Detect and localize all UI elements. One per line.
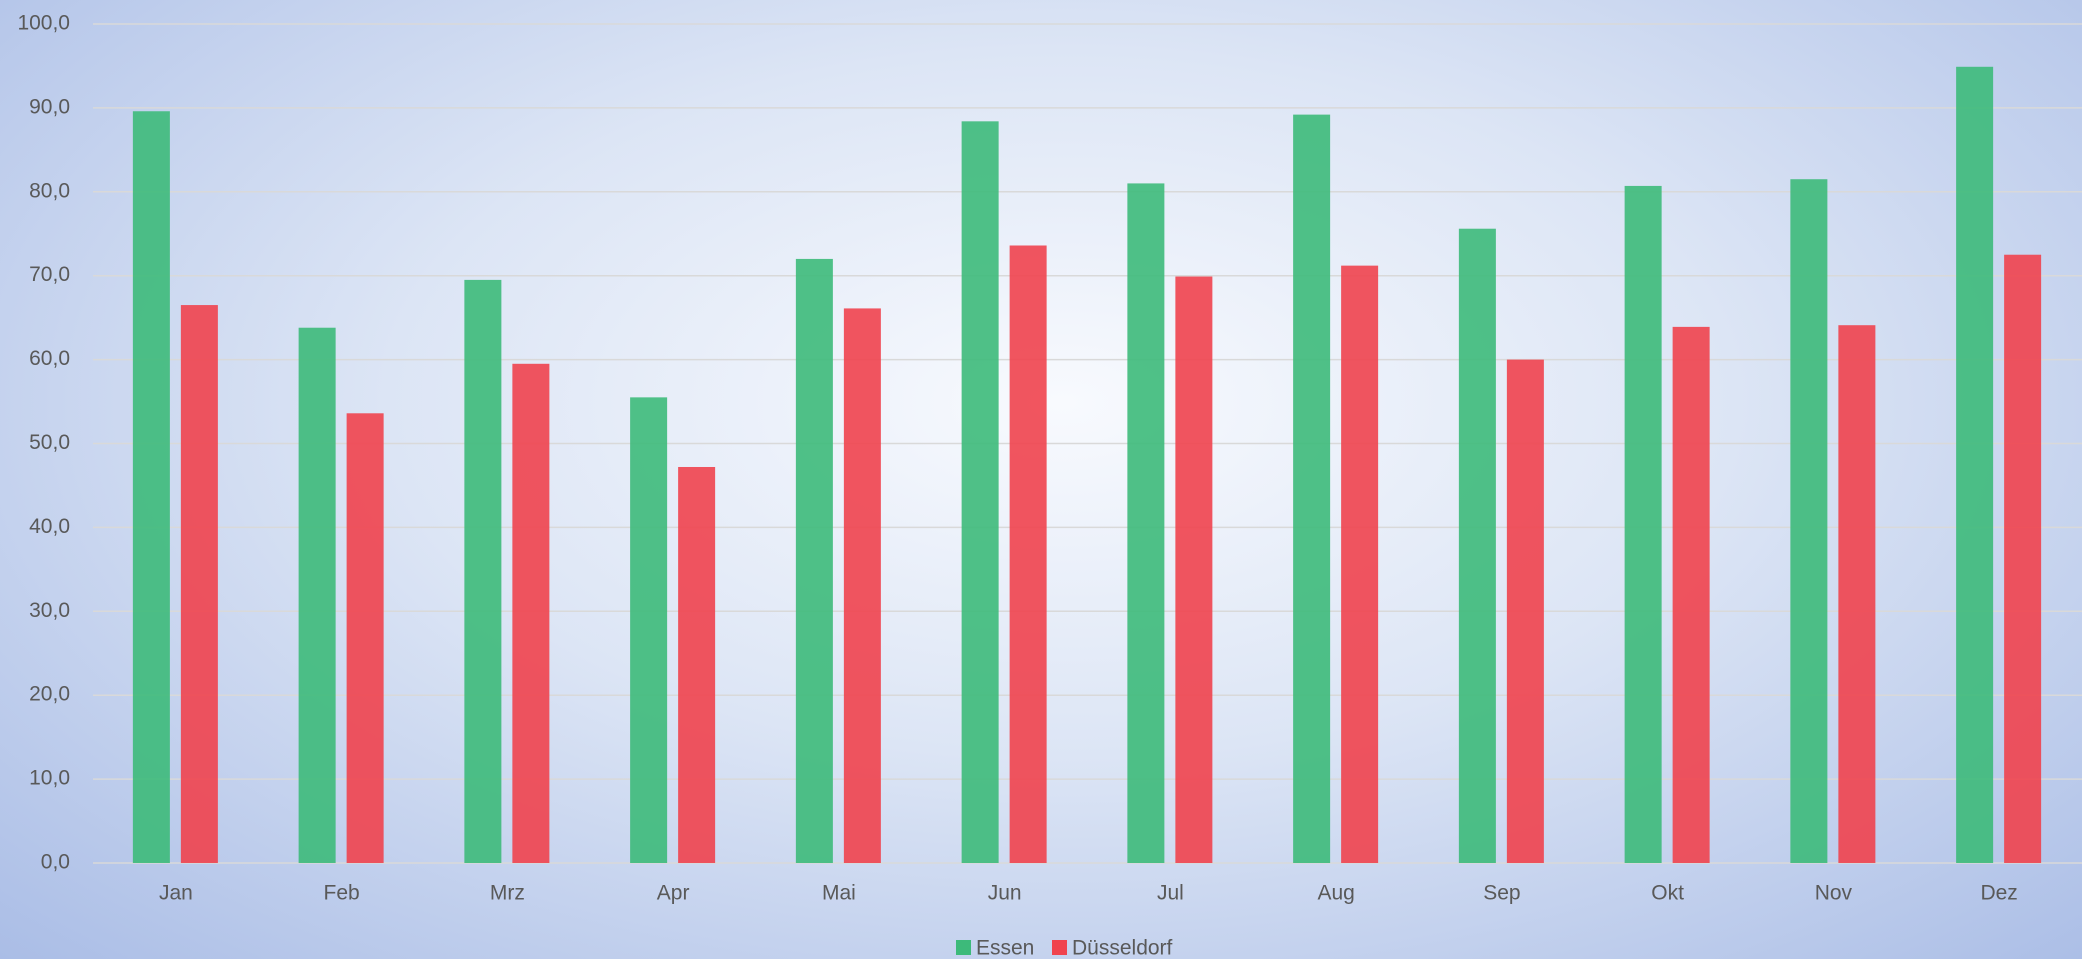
y-tick-label: 50,0 [29,431,70,454]
y-tick-label: 90,0 [29,95,70,118]
y-tick-label: 40,0 [29,515,70,538]
bar [795,258,833,863]
x-tick-label: Aug [1317,882,1354,905]
bar [1175,276,1213,863]
bar [843,308,881,863]
x-tick-label: Sep [1483,882,1520,905]
bar [1956,66,1994,863]
bar [346,413,384,863]
bar [1672,326,1710,863]
y-tick-label: 100,0 [17,12,70,35]
bar [1458,228,1496,863]
y-tick-label: 10,0 [29,767,70,790]
legend-swatch [1052,940,1067,955]
y-tick-label: 70,0 [29,263,70,286]
bar [2004,254,2042,864]
bar [1624,185,1662,863]
legend-swatch [956,940,971,955]
bar [630,397,668,863]
x-tick-label: Jul [1157,882,1184,905]
bar [1127,183,1165,863]
bar [298,327,336,863]
legend-label: Düsseldorf [1072,937,1173,959]
y-tick-label: 60,0 [29,347,70,370]
bar [464,279,502,863]
bar [132,111,170,864]
legend-label: Essen [976,937,1034,959]
bar [1009,245,1047,864]
x-tick-label: Mrz [490,882,525,905]
bar [512,363,550,863]
bar [1293,114,1331,863]
y-tick-label: 80,0 [29,179,70,202]
y-tick-label: 20,0 [29,683,70,706]
bar [961,121,999,864]
bar [1341,265,1379,864]
x-tick-label: Dez [1980,882,2017,905]
bar [1506,359,1544,863]
bar [678,466,716,863]
y-tick-label: 0,0 [41,851,70,874]
x-tick-label: Mai [822,882,856,905]
x-tick-label: Jun [988,882,1022,905]
bar [1790,179,1828,864]
bar [180,305,218,863]
y-tick-label: 30,0 [29,599,70,622]
x-tick-label: Feb [324,882,360,905]
x-tick-label: Jan [159,882,193,905]
x-tick-label: Apr [657,882,690,905]
x-tick-label: Okt [1651,882,1684,905]
bar [1838,325,1876,863]
x-tick-label: Nov [1815,882,1853,905]
